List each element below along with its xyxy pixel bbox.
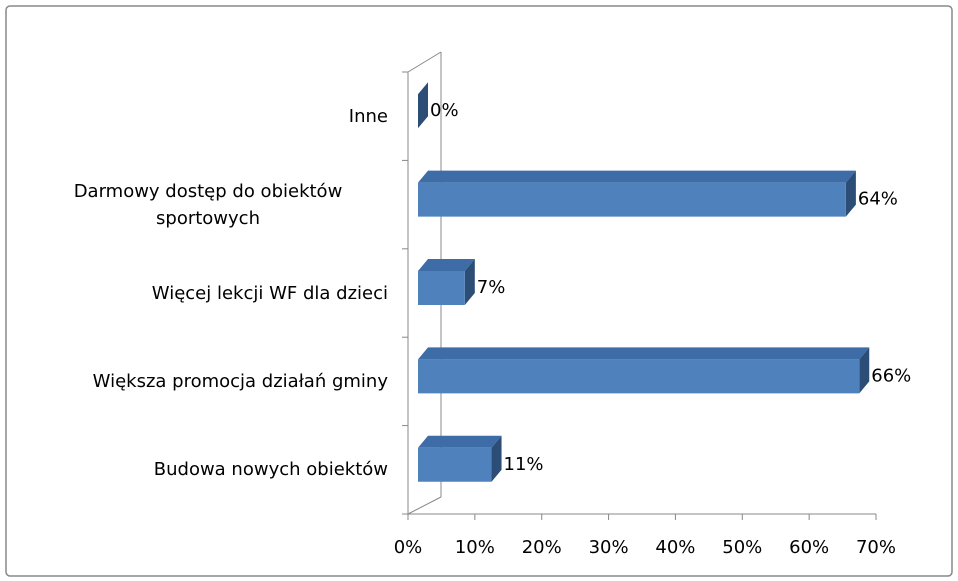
value-label: 7% [477,277,506,298]
bar-top [418,347,870,360]
category-text: Darmowy dostęp do obiektów sportowych [73,180,343,229]
bar-side [491,435,502,482]
y-tick-label: Więcej lekcji WF dla dzieci [20,253,388,333]
x-tick-label: 20% [522,537,562,558]
category-text: Inne [348,105,388,127]
bar-side [845,170,856,217]
x-tick-label: 0% [394,537,423,558]
value-label: 11% [504,454,544,475]
value-label: 0% [430,100,459,121]
wall-top [407,51,442,73]
bar-front [418,271,465,305]
bar [418,170,856,217]
x-tick-label: 70% [856,537,896,558]
floor-edge [407,496,442,515]
bar-front [418,447,492,482]
y-tick-label: Inne [20,76,388,156]
y-tick-label: Większa promocja działań gminy [20,341,388,421]
x-tick-label: 40% [655,537,695,558]
category-text: Większa promocja działań gminy [92,370,388,392]
bar [418,82,428,129]
value-label: 64% [858,189,898,210]
bar-top [418,435,502,448]
x-tick-label: 30% [589,537,629,558]
bar-top [418,259,475,271]
bar-front [418,182,846,217]
bar-side [464,259,475,305]
y-tick-label: Darmowy dostęp do obiektów sportowych [20,165,388,245]
bar-top [418,170,856,183]
bar [418,259,475,305]
bar-side [859,347,870,394]
bar [418,347,870,394]
frame [5,5,953,577]
value-label: 66% [871,365,911,386]
category-text: Budowa nowych obiektów [153,459,388,481]
x-tick-label: 10% [455,537,495,558]
category-text: Więcej lekcji WF dla dzieci [151,282,388,304]
x-tick-label: 60% [789,537,829,558]
y-tick-label: Budowa nowych obiektów [20,430,388,510]
bar-side [418,82,428,129]
bar [418,435,502,482]
bar-front [418,359,860,394]
x-tick-label: 50% [722,537,762,558]
